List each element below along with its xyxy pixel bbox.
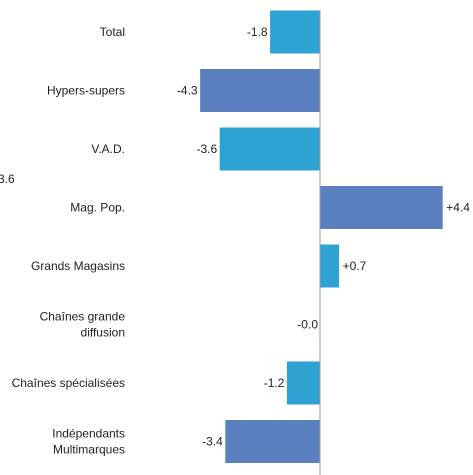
value-label: -1.8 (247, 25, 268, 39)
bar (218, 126, 321, 172)
category-label: Mag. Pop. (70, 201, 125, 215)
value-label: -4.3 (177, 84, 198, 98)
bar (319, 185, 444, 230)
cropped-left-label: 3.6 (0, 172, 15, 186)
category-label: V.A.D. (91, 142, 125, 156)
category-label-line: Total (100, 25, 125, 39)
category-label-line: Chaînes grande (40, 310, 126, 324)
category-labels-group: Total Hypers-supers V.A.D. Mag. Pop. Grands … (12, 25, 126, 457)
value-label: -0.0 (297, 318, 318, 332)
value-label: -1.2 (264, 376, 285, 390)
category-label-line: Multimarques (53, 443, 125, 457)
category-label-line: diffusion (81, 326, 125, 340)
category-label: Grands Magasins (31, 259, 125, 273)
category-label-line: Chaînes spécialisées (12, 376, 125, 390)
value-labels-group: -1.8 -4.3 -3.6 +4.4 +0.7 -0.0 -1.2 -3.4 (177, 25, 470, 449)
category-label: Chaînes grande diffusion (40, 310, 126, 340)
category-label-line: Mag. Pop. (70, 201, 125, 215)
category-label: Hypers-supers (47, 84, 125, 98)
category-label-line: Grands Magasins (31, 259, 125, 273)
bar (199, 68, 321, 113)
category-label-line: V.A.D. (91, 142, 125, 156)
value-label: -3.6 (197, 142, 218, 156)
category-label-line: Indépendants (52, 427, 125, 441)
category-label: Chaînes spécialisées (12, 376, 125, 390)
category-label: Indépendants Multimarques (52, 427, 125, 457)
value-label: -3.4 (202, 435, 223, 449)
bar (269, 9, 321, 55)
value-label: +4.4 (446, 201, 470, 215)
value-label: +0.7 (343, 259, 367, 273)
bar (224, 419, 321, 464)
bar (285, 360, 321, 406)
bars-group (199, 9, 444, 464)
bar (319, 243, 341, 289)
category-label: Total (100, 25, 125, 39)
category-label-line: Hypers-supers (47, 84, 125, 98)
